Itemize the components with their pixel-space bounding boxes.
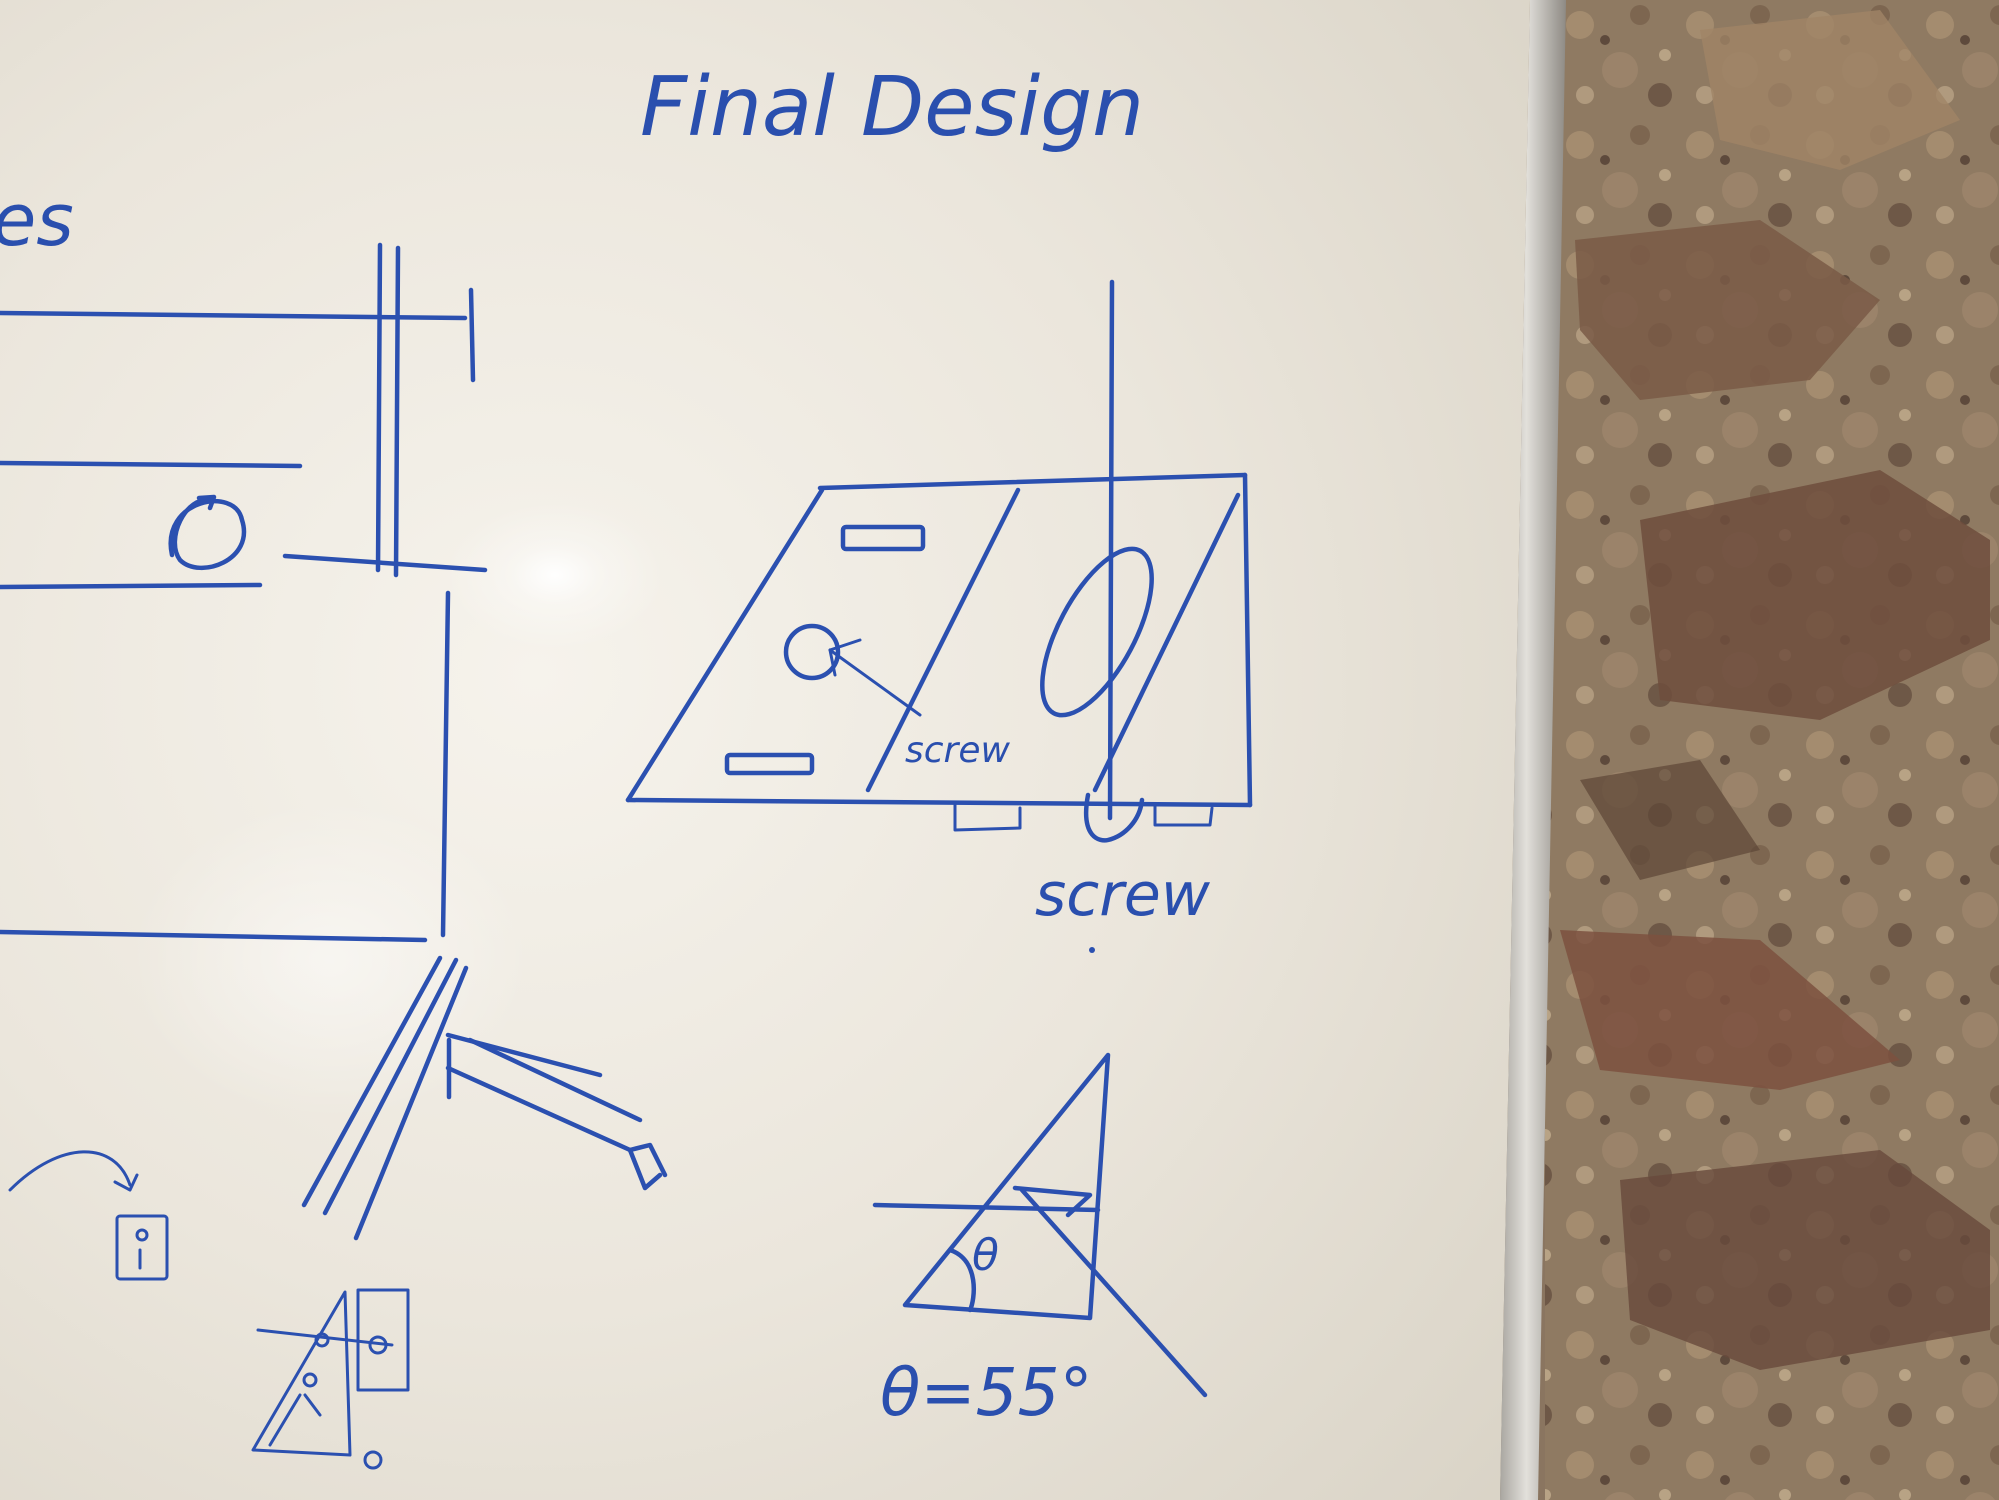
screw-label-inner: screw bbox=[905, 730, 1010, 771]
stand-sketch bbox=[301, 955, 668, 1241]
stone-block bbox=[1560, 930, 1900, 1090]
partial-left-word: es bbox=[0, 178, 74, 262]
bracket-sketch bbox=[251, 1288, 410, 1470]
whiteboard-surface bbox=[0, 0, 1530, 1500]
angle-theta-symbol: θ bbox=[972, 1230, 999, 1281]
whiteboard-frame bbox=[1500, 0, 1566, 1500]
angle-triangle-sketch bbox=[872, 1052, 1208, 1398]
stone-block bbox=[1640, 470, 1990, 720]
clip-sketch bbox=[8, 1150, 169, 1281]
left-rail-sketch bbox=[0, 242, 488, 943]
stone-block bbox=[1700, 10, 1960, 170]
screw-label-bottom: screw bbox=[1035, 860, 1211, 930]
angle-equation: θ=55° bbox=[880, 1354, 1093, 1431]
light-glare bbox=[445, 500, 665, 650]
enclosure-sketch bbox=[625, 279, 1253, 953]
stone-block bbox=[1620, 1150, 1990, 1370]
light-glare bbox=[130, 800, 530, 1120]
board-title: Final Design bbox=[640, 60, 1144, 155]
stone-block bbox=[1580, 760, 1760, 880]
stone-block bbox=[1575, 220, 1880, 400]
